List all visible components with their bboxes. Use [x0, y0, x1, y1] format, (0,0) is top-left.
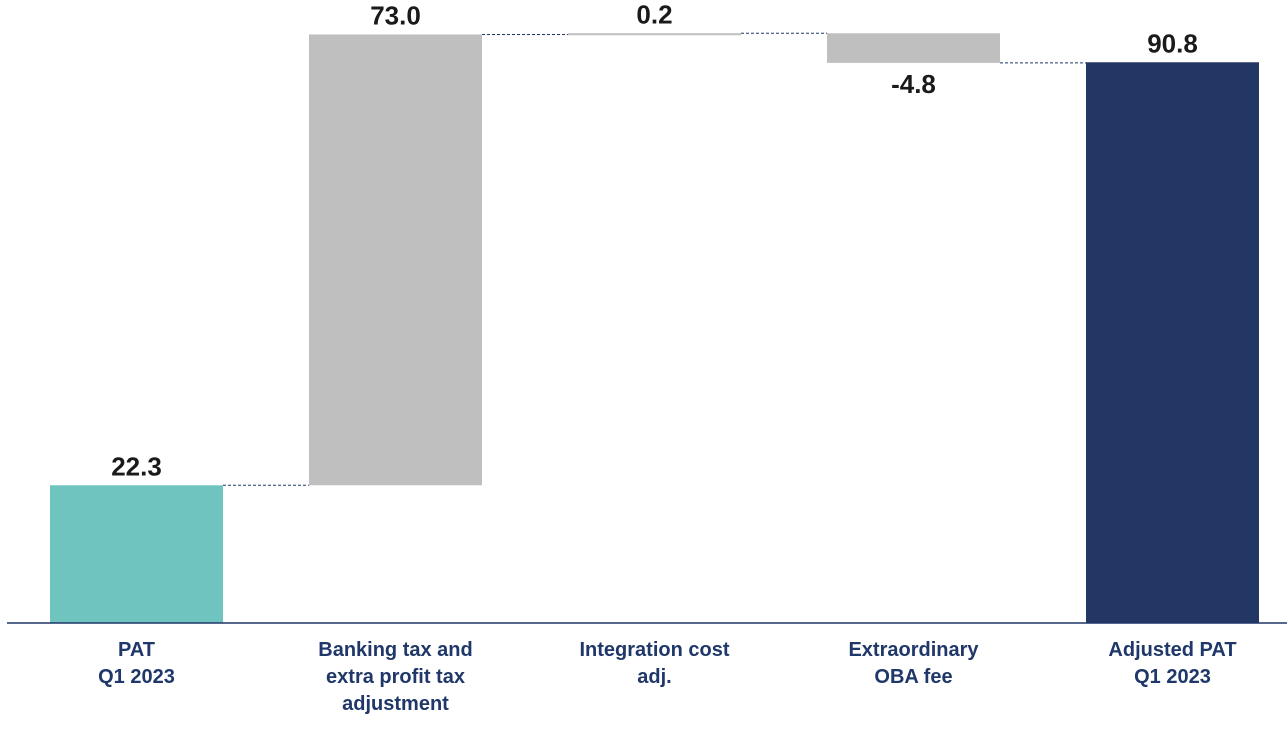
- bar-banking-tax-and-extra-profit-tax-adjustment: [309, 34, 482, 486]
- category-label-integration-cost-adj: Integration cost adj.: [579, 639, 729, 688]
- category-label-line: Banking tax and: [318, 639, 472, 661]
- category-label-line: Q1 2023: [98, 666, 175, 688]
- value-label-extraordinary-oba-fee: -4.8: [891, 69, 936, 99]
- category-label-line: extra profit tax: [326, 666, 465, 688]
- category-label-extraordinary-oba-fee: Extraordinary OBA fee: [848, 639, 979, 688]
- category-label-line: adj.: [637, 666, 671, 688]
- value-label-pat-q1-2023: 22.3: [111, 451, 162, 481]
- category-label-line: Q1 2023: [1134, 666, 1211, 688]
- bars-group: [50, 33, 1259, 623]
- category-label-banking-tax-and-extra-profit-tax-adjustment: Banking tax and extra profit tax adjustmen…: [318, 639, 472, 715]
- category-label-line: Extraordinary: [848, 639, 979, 661]
- category-label-line: Adjusted PAT: [1108, 639, 1236, 661]
- category-label-line: adjustment: [342, 693, 449, 715]
- value-label-adjusted-pat-q1-2023: 90.8: [1147, 28, 1198, 58]
- bar-pat-q1-2023: [50, 485, 223, 623]
- category-labels-group: PAT Q1 2023 Banking tax and extra profit ta…: [98, 639, 1236, 715]
- value-label-integration-cost-adj: 0.2: [636, 0, 672, 29]
- connector-lines: [223, 32, 1086, 486]
- value-label-banking-tax-and-extra-profit-tax-adjustment: 73.0: [370, 0, 421, 30]
- value-labels-group: 22.3 73.0 0.2 -4.8 90.8: [111, 0, 1198, 481]
- category-label-line: PAT: [118, 639, 155, 661]
- bar-adjusted-pat-q1-2023: [1086, 62, 1259, 623]
- bar-extraordinary-oba-fee: [827, 33, 1000, 63]
- bar-integration-cost-adj: [568, 33, 741, 36]
- category-label-line: OBA fee: [874, 666, 952, 688]
- category-label-adjusted-pat-q1-2023: Adjusted PAT Q1 2023: [1108, 639, 1236, 688]
- category-label-pat-q1-2023: PAT Q1 2023: [98, 639, 175, 688]
- category-label-line: Integration cost: [579, 639, 729, 661]
